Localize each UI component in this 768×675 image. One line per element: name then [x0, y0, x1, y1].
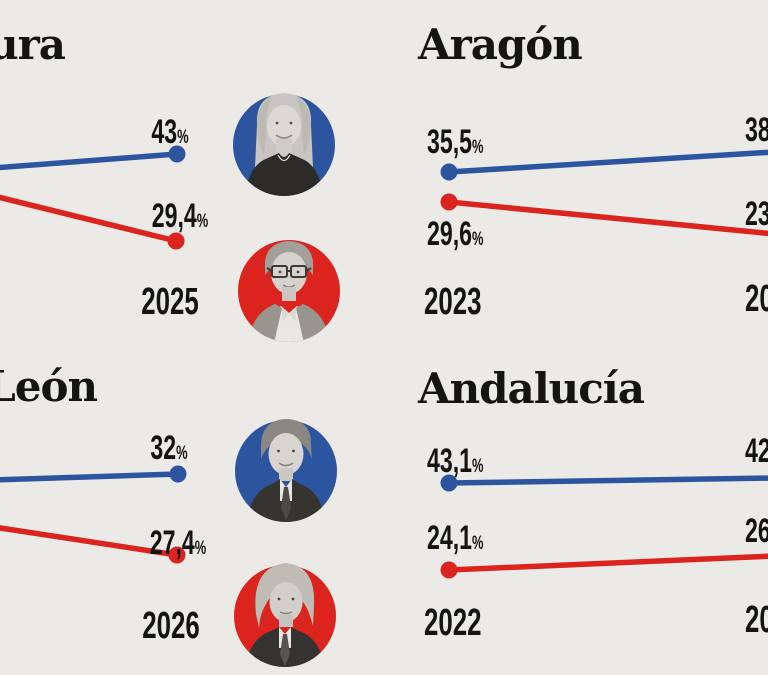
blue-data-dot — [169, 465, 187, 483]
region-title-extremadura: Extremadura — [0, 20, 66, 69]
red-trend-line — [0, 525, 178, 558]
blue-trend-line — [0, 151, 178, 171]
region-title-aragon: Aragón — [418, 20, 583, 69]
person-silhouette — [245, 563, 325, 667]
blue-data-dot — [440, 163, 458, 181]
year-label: 2026 — [142, 605, 200, 647]
red-trend-line — [448, 553, 768, 573]
year-label-cropped: 20 — [745, 278, 768, 320]
blue-trend-line — [448, 149, 768, 175]
region-title-andalucia: Andalucía — [418, 364, 645, 413]
region-title-castilla-y-leon: Castilla y León — [0, 362, 98, 411]
blue-value-label-cropped: 42 — [745, 432, 768, 470]
blue-value-label: 43,1% — [427, 442, 484, 480]
red-value-label-cropped: 26 — [745, 512, 768, 550]
year-label: 2025 — [141, 281, 199, 323]
red-value-label: 24,1% — [427, 519, 484, 557]
blue-value-label: 32% — [150, 429, 188, 467]
person-silhouette — [245, 93, 323, 196]
blue-trend-line — [448, 475, 768, 486]
red-data-dot — [167, 232, 185, 250]
red-value-label-cropped: 23 — [745, 195, 768, 233]
blue-value-label-cropped: 38 — [745, 111, 768, 149]
man-wavy-hair-portrait-red-circle — [234, 563, 336, 667]
red-value-label: 29,4% — [151, 197, 209, 235]
red-data-dot — [440, 561, 458, 579]
red-trend-line — [448, 199, 768, 237]
blue-data-dot — [168, 145, 186, 163]
blue-value-label: 43% — [151, 113, 189, 151]
red-value-label: 29,6% — [427, 215, 484, 253]
red-value-label: 27,4% — [149, 524, 207, 562]
woman-portrait-blue-circle — [233, 93, 335, 196]
red-data-dot — [168, 546, 186, 564]
blue-trend-line — [0, 471, 179, 483]
red-data-dot — [440, 193, 458, 211]
year-label: 2022 — [424, 602, 482, 644]
year-label: 2023 — [424, 281, 482, 323]
blue-data-dot — [440, 474, 458, 492]
man-portrait-blue-circle — [235, 419, 337, 522]
person-silhouette — [246, 419, 326, 522]
year-label-cropped: 20 — [745, 599, 768, 641]
red-trend-line — [0, 194, 177, 244]
blue-value-label: 35,5% — [427, 123, 484, 161]
man-glasses-portrait-red-circle — [238, 240, 340, 342]
person-silhouette — [248, 241, 330, 342]
